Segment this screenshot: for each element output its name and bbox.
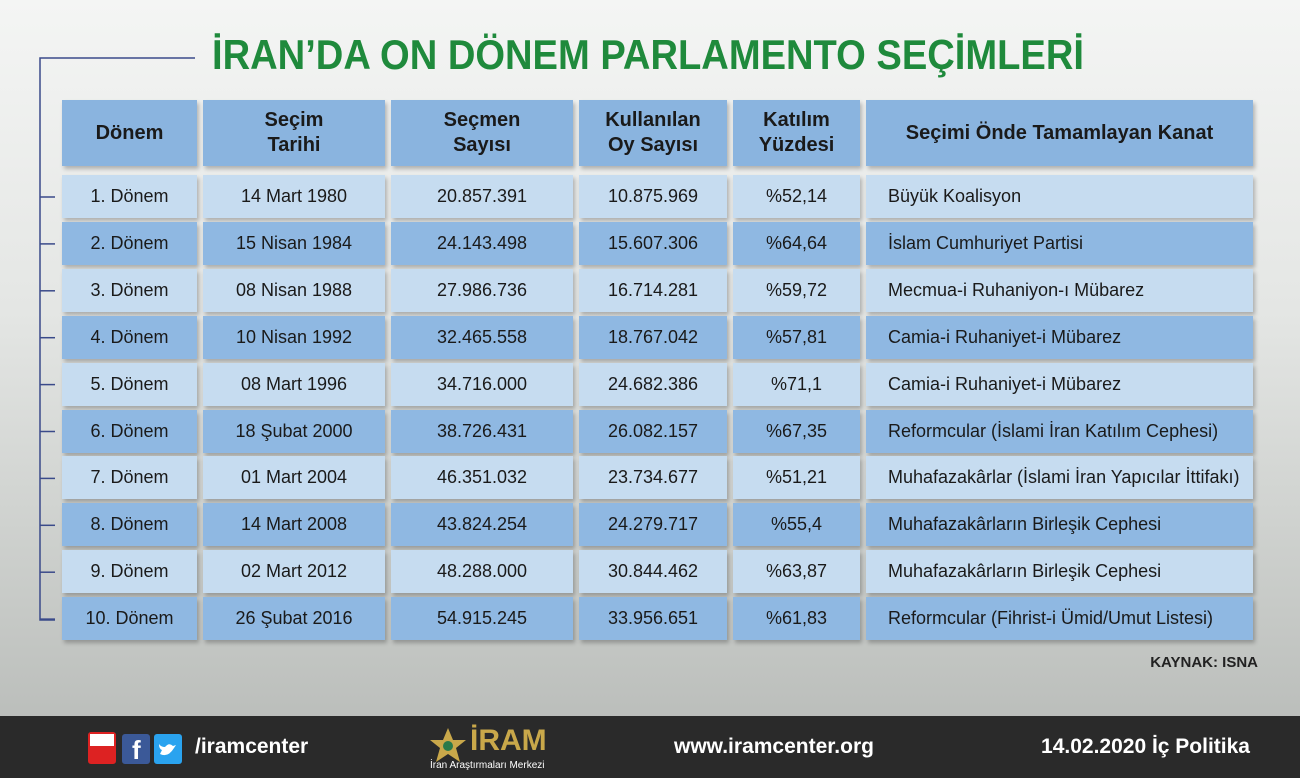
table-cell: 10.875.969 [579,175,727,218]
table-cell: 30.844.462 [579,550,727,594]
header-text: Sayısı [453,134,511,156]
table-cell: 38.726.431 [391,409,573,453]
header-text: Tarihi [267,134,321,156]
table-cell: 46.351.032 [391,456,573,500]
table-cell: 1. Dönem [62,175,197,218]
table-cell: %71,1 [733,362,860,406]
table-cell: %63,87 [733,550,860,594]
table-cell: 48.288.000 [391,550,573,594]
social-icons: f [88,732,182,765]
table-cell: %57,81 [733,315,860,359]
table-cell: 5. Dönem [62,362,197,406]
table-cell: 10 Nisan 1992 [203,315,385,359]
table-cell: İslam Cumhuriyet Partisi [866,221,1253,265]
table-cell: 9. Dönem [62,550,197,594]
logo-icon [430,728,466,762]
table-cell: %67,35 [733,409,860,453]
table-cell: 20.857.391 [391,175,573,218]
table-cell: 24.143.498 [391,221,573,265]
bracket [39,57,195,621]
table-cell: 26 Şubat 2016 [203,597,385,641]
table-cell: 15 Nisan 1984 [203,221,385,265]
table-cell: Muhafazakârların Birleşik Cephesi [866,550,1253,594]
table-cell: %64,64 [733,221,860,265]
table-cell: 18 Şubat 2000 [203,409,385,453]
table-cell: Muhafazakârlar (İslami İran Yapıcılar İt… [866,456,1253,500]
header-cell: Seçimi Önde Tamamlayan Kanat [866,100,1253,166]
table-cell: %52,14 [733,175,860,218]
header-cell: Seçim Tarihi [203,100,385,166]
table-cell: 18.767.042 [579,315,727,359]
table-cell: 08 Mart 1996 [203,362,385,406]
header-cell: Seçmen Sayısı [391,100,573,166]
header-cell: Katılım Yüzdesi [733,100,860,166]
table-cell: 24.682.386 [579,362,727,406]
table-cell: 26.082.157 [579,409,727,453]
header-text: Katılım [763,109,830,131]
table-cell: Camia-i Ruhaniyet-i Mübarez [866,362,1253,406]
table-cell: %51,21 [733,456,860,500]
source: KAYNAK: ISNA [1150,654,1258,671]
svg-text:f: f [132,735,141,765]
table-cell: 14 Mart 2008 [203,503,385,547]
table-cell: 3. Dönem [62,268,197,312]
table-cell: 08 Nisan 1988 [203,268,385,312]
table-cell: 23.734.677 [579,456,727,500]
table-cell: 6. Dönem [62,409,197,453]
table-cell: 01 Mart 2004 [203,456,385,500]
table-cell: %59,72 [733,268,860,312]
table-cell: 33.956.651 [579,597,727,641]
website: www.iramcenter.org [674,735,874,758]
table-cell: 14 Mart 1980 [203,175,385,218]
header-text: Dönem [95,121,164,144]
title: İRAN’DA ON DÖNEM PARLAMENTO SEÇİMLERİ [212,31,1084,78]
table-cell: Mecmua-i Ruhaniyon-ı Mübarez [866,268,1253,312]
table-cell: 2. Dönem [62,221,197,265]
table-cell: %55,4 [733,503,860,547]
header-cell: Dönem [62,100,197,166]
table-cell: 27.986.736 [391,268,573,312]
header-text: Yüzdesi [758,134,835,156]
table-cell: Reformcular (İslami İran Katılım Cephesi… [866,409,1253,453]
table-cell: 7. Dönem [62,456,197,500]
table-cell: Camia-i Ruhaniyet-i Mübarez [866,315,1253,359]
table-cell: 24.279.717 [579,503,727,547]
table-cell: 4. Dönem [62,315,197,359]
footer: f /iramcenter İRAM İran Araştırmaları Me… [0,716,1300,778]
table-cell: 16.714.281 [579,268,727,312]
logo-subtitle: İran Araştırmaları Merkezi [430,760,545,771]
header-text: Seçmen [443,109,521,131]
table-cell: 8. Dönem [62,503,197,547]
date-category: 14.02.2020 İç Politika [1041,735,1250,758]
table-cell: Reformcular (Fihrist-i Ümid/Umut Listesi… [866,597,1253,641]
table-cell: 15.607.306 [579,221,727,265]
header-text: Seçim [264,109,324,131]
header-text: Kullanılan [605,109,701,131]
header-text: Oy Sayısı [607,134,699,156]
table-cell: 43.824.254 [391,503,573,547]
header-cell: Kullanılan Oy Sayısı [579,100,727,166]
social-handle: /iramcenter [195,735,309,758]
table-cell: %61,83 [733,597,860,641]
table-cell: 34.716.000 [391,362,573,406]
table-cell: Muhafazakârların Birleşik Cephesi [866,503,1253,547]
table-cell: 02 Mart 2012 [203,550,385,594]
table-cell: 32.465.558 [391,315,573,359]
table-cell: Büyük Koalisyon [866,175,1253,218]
header-text: Seçimi Önde Tamamlayan Kanat [905,121,1214,144]
table-cell: 54.915.245 [391,597,573,641]
table-cell: 10. Dönem [62,597,197,641]
logo-text: İRAM [470,724,547,757]
